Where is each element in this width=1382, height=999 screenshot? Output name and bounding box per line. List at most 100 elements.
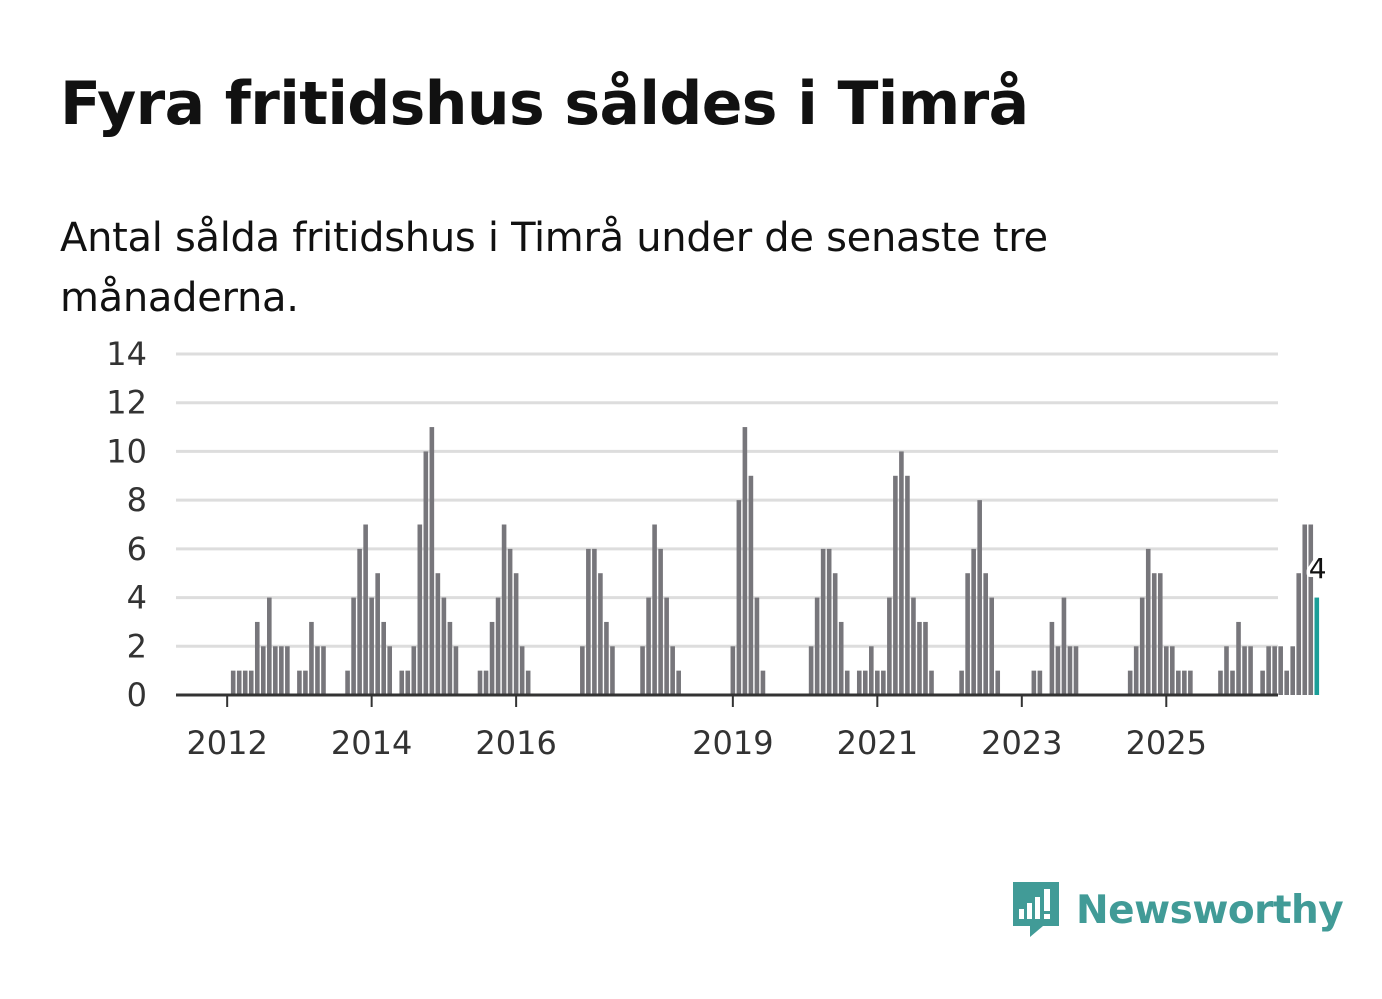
y-tick-label-10: 10 [106, 432, 147, 470]
bar [1284, 670, 1289, 695]
bar [1049, 621, 1055, 695]
bar [483, 670, 489, 695]
bar [1302, 524, 1308, 695]
newsworthy-logo-text: Newsworthy [1076, 887, 1344, 933]
bar [357, 548, 362, 695]
y-tick-label-4: 4 [127, 579, 147, 617]
bar [381, 621, 386, 695]
y-tick-label-14: 14 [106, 335, 147, 373]
bar [1218, 670, 1223, 695]
bar [279, 646, 284, 695]
bar [869, 646, 874, 695]
bar [586, 548, 591, 695]
bar [1157, 573, 1163, 695]
chart-subtitle: Antal sålda fritidshus i Timrå under de … [60, 215, 1048, 321]
bar [856, 670, 862, 695]
bar [423, 451, 429, 695]
bar [1182, 670, 1187, 695]
bar [580, 646, 585, 695]
x-tick-label-2023: 2023 [981, 724, 1062, 762]
x-tick-label-2019: 2019 [692, 724, 773, 762]
bar [1127, 670, 1133, 695]
bar [260, 646, 266, 695]
y-axis-ticks: 0 2 4 6 8 10 12 14 [106, 335, 147, 714]
bar [965, 573, 970, 695]
bar [598, 573, 603, 695]
bar [501, 524, 507, 695]
bar [1278, 646, 1283, 695]
bar [1037, 670, 1043, 695]
bar [1230, 670, 1235, 695]
bar [977, 500, 982, 695]
bar [989, 597, 995, 695]
bar [351, 597, 356, 695]
bar [760, 670, 766, 695]
bar [309, 621, 314, 695]
bar [441, 597, 447, 695]
y-tick-label-0: 0 [127, 676, 147, 714]
bar [844, 670, 850, 695]
bar [754, 597, 760, 695]
bar [832, 573, 838, 695]
bar [838, 621, 844, 695]
bar [742, 427, 748, 695]
bar [929, 670, 934, 695]
bar [303, 670, 308, 695]
bar [1145, 548, 1151, 695]
bar [525, 670, 531, 695]
bar [1242, 646, 1247, 695]
y-tick-label-6: 6 [127, 530, 147, 568]
bar-latest [1314, 597, 1320, 695]
bar [405, 670, 411, 695]
bar [1296, 573, 1302, 695]
bar [808, 646, 814, 695]
bar [345, 670, 350, 695]
x-tick-label-2016: 2016 [475, 724, 556, 762]
data-labels: 4 [1305, 549, 1330, 589]
bar [664, 597, 669, 695]
bar [417, 524, 423, 695]
bar [297, 670, 302, 695]
bar [1248, 646, 1253, 695]
y-tick-label-2: 2 [127, 627, 147, 665]
bar [236, 670, 242, 695]
bar-series [230, 427, 1320, 695]
bar [995, 670, 1001, 695]
bar [604, 621, 609, 695]
newsworthy-logo: Newsworthy [1010, 878, 1344, 942]
bar [917, 621, 922, 695]
bar [1151, 573, 1157, 695]
bar [923, 621, 928, 695]
bar [826, 548, 832, 695]
bar [1176, 670, 1181, 695]
bar [1272, 646, 1277, 695]
bar [1188, 670, 1193, 695]
bar [230, 670, 236, 695]
bar [429, 427, 435, 695]
bar [610, 646, 615, 695]
latest-value-label: 4 [1309, 552, 1327, 585]
bar [435, 573, 441, 695]
bar [254, 621, 260, 695]
bar [1073, 646, 1079, 695]
newsworthy-logo-icon [1013, 882, 1059, 937]
grid-layer [176, 352, 1278, 648]
bar [242, 670, 248, 695]
bar [911, 597, 916, 695]
bar [321, 646, 326, 695]
bar [899, 451, 904, 695]
bar [411, 646, 417, 695]
bar [248, 670, 254, 695]
y-tick-label-12: 12 [106, 384, 147, 422]
bar [1061, 597, 1067, 695]
bar [646, 597, 651, 695]
bar [369, 597, 374, 695]
x-tick-label-2021: 2021 [837, 724, 918, 762]
bar [983, 573, 988, 695]
bar [652, 524, 657, 695]
bar [905, 475, 910, 695]
bar [640, 646, 645, 695]
bar [971, 548, 976, 695]
bar [267, 597, 272, 695]
